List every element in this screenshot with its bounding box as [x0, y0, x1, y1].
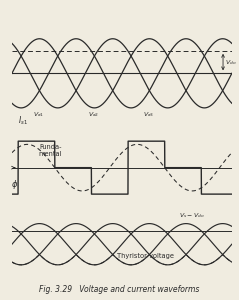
Text: Thyristor voltage: Thyristor voltage: [118, 253, 174, 259]
Text: $\phi$: $\phi$: [11, 178, 19, 191]
Text: $V_{do}$: $V_{do}$: [225, 58, 236, 67]
Text: $V_{a1}$: $V_{a1}$: [33, 110, 44, 119]
Text: Fig. 3.29   Voltage and current waveforms: Fig. 3.29 Voltage and current waveforms: [39, 285, 200, 294]
Text: $I_{s1}$: $I_{s1}$: [18, 115, 28, 128]
Text: $V_{a2}$: $V_{a2}$: [88, 110, 99, 119]
Text: Funda-
mental: Funda- mental: [39, 144, 62, 157]
Text: $V_{a3}$: $V_{a3}$: [143, 110, 154, 119]
Text: $V_s - V_{do}$: $V_s - V_{do}$: [179, 211, 205, 220]
